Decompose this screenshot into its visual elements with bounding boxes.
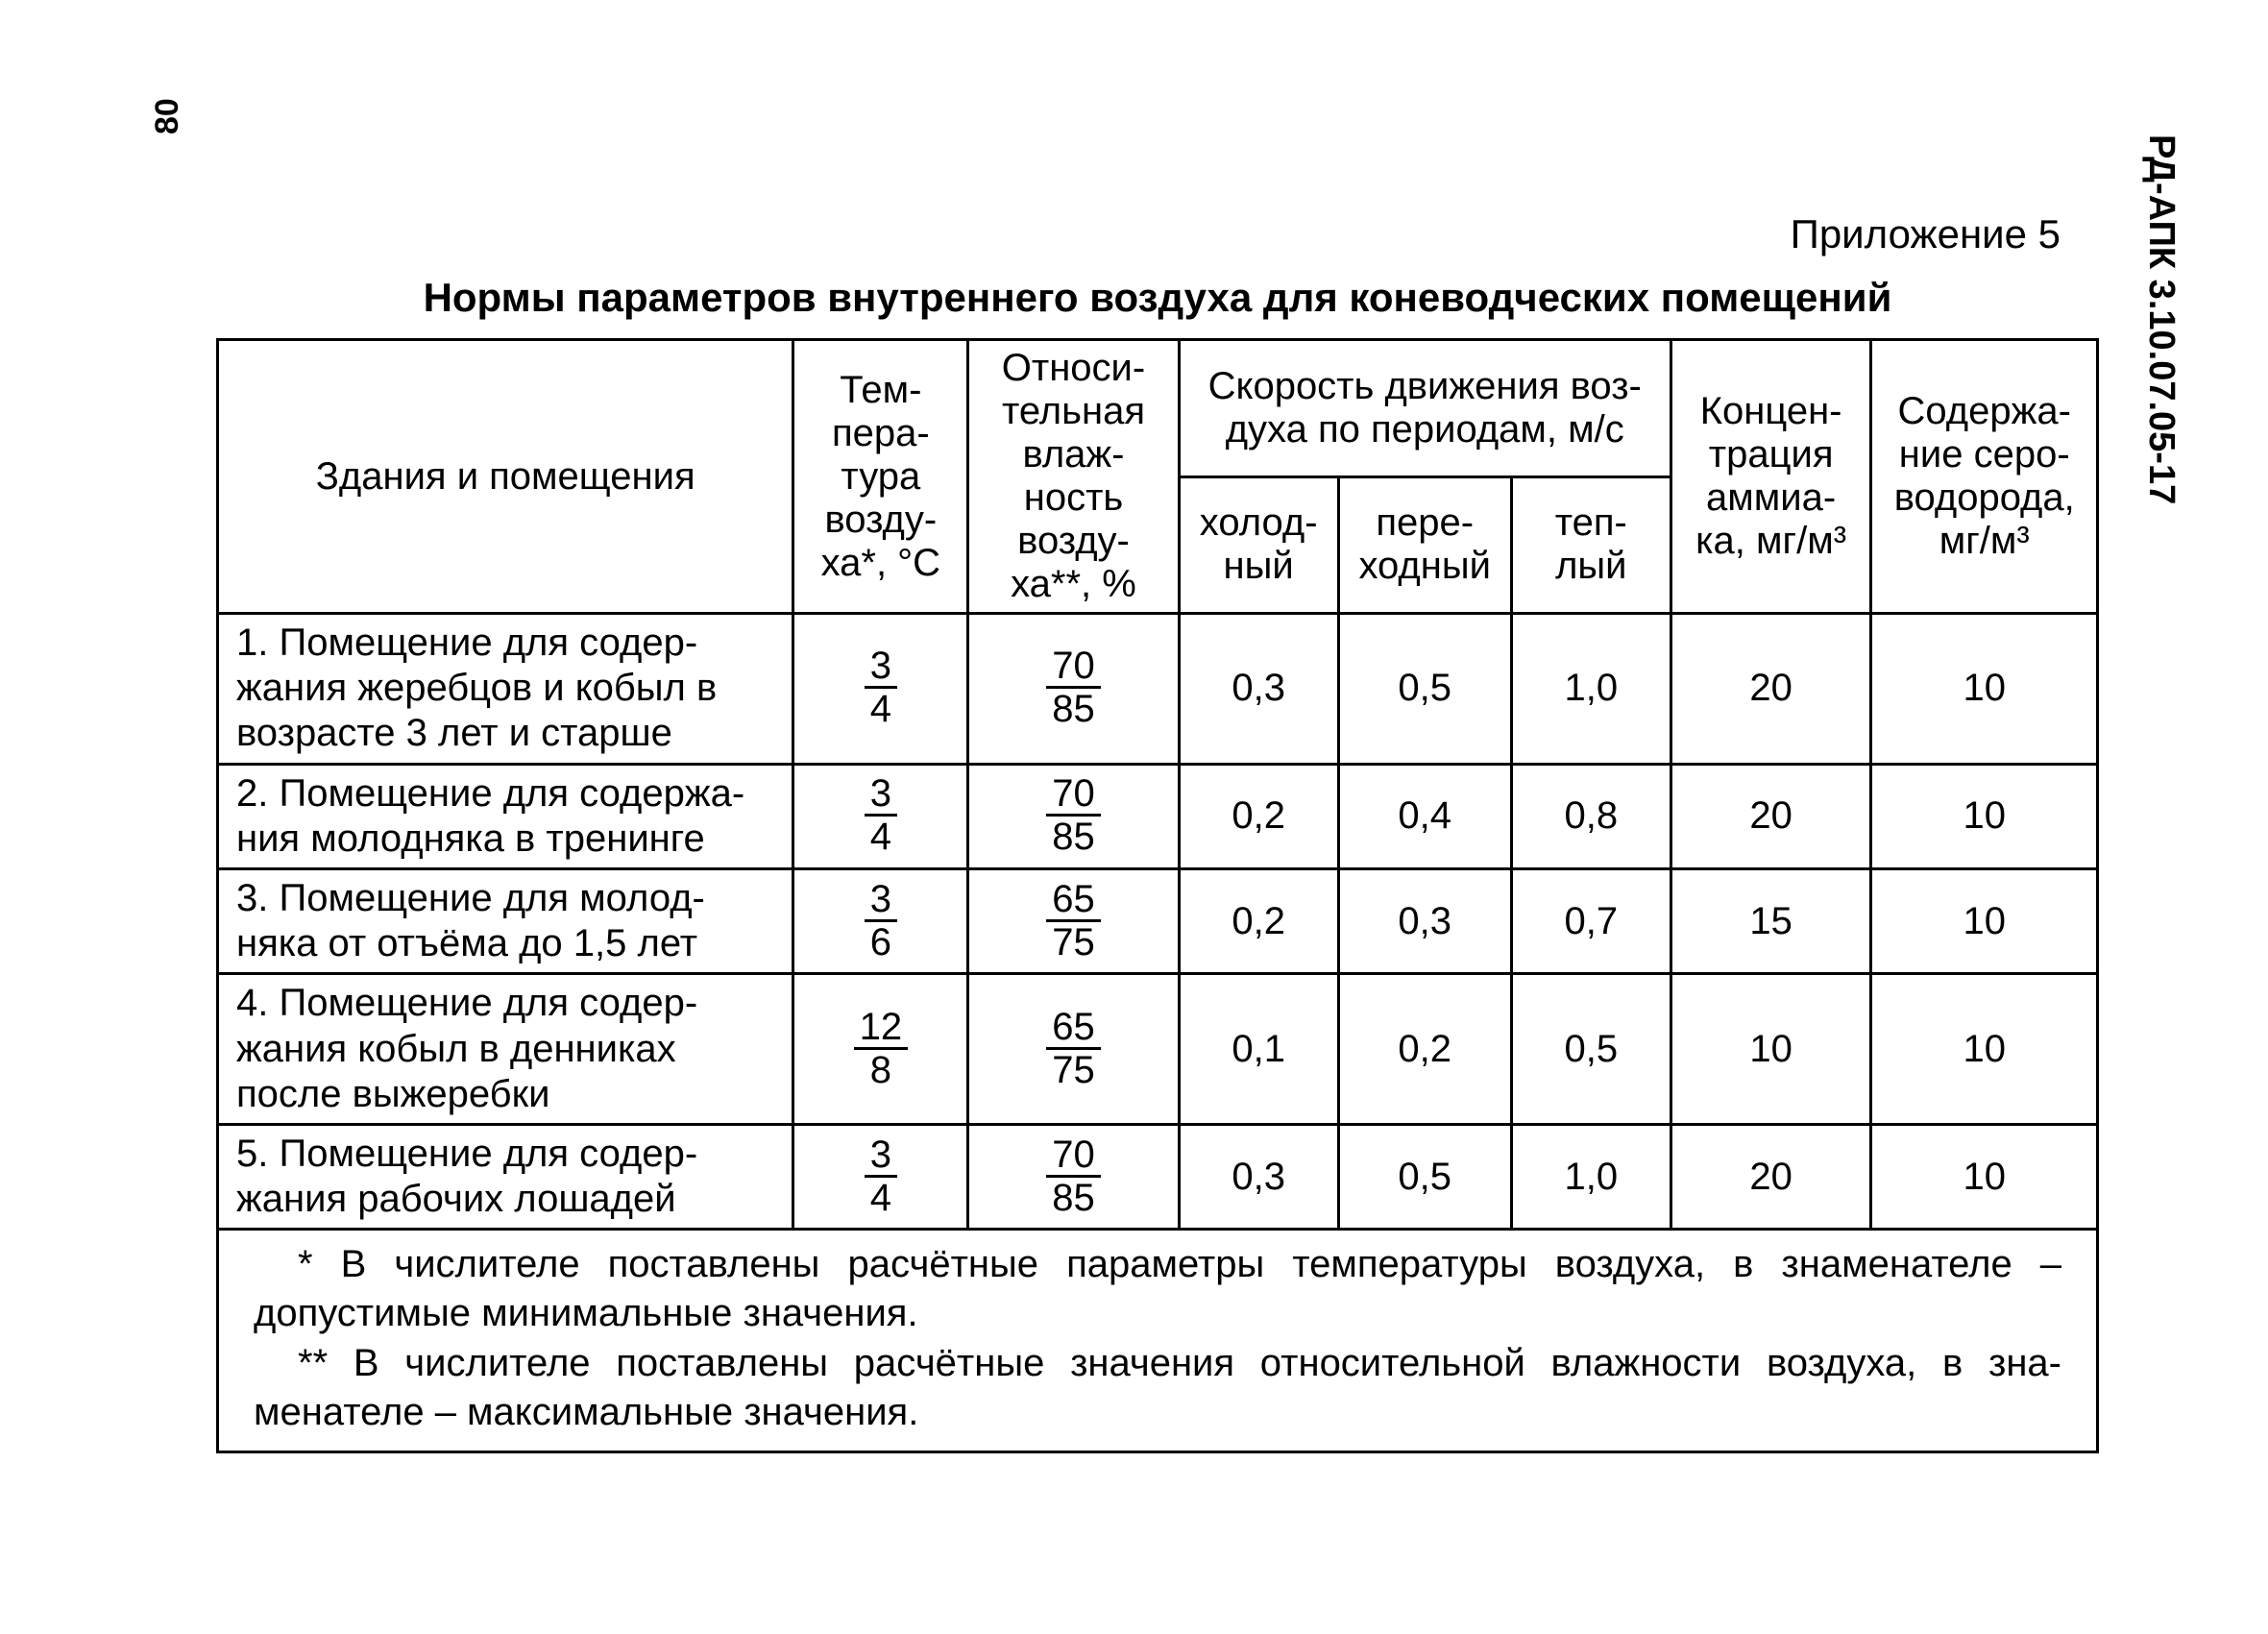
cell-humidity: 7085 bbox=[968, 764, 1179, 868]
cell-trans: 0,5 bbox=[1338, 1124, 1511, 1229]
note-1: * В числителе поставлены расчётные парам… bbox=[254, 1243, 2061, 1334]
cell-temp: 34 bbox=[793, 764, 968, 868]
cell-warm: 0,8 bbox=[1511, 764, 1671, 868]
cell-h2s: 10 bbox=[1871, 974, 2098, 1125]
cell-ammonia: 20 bbox=[1671, 614, 1871, 765]
table-row: 2. Помещение для содержа-ния молодняка в… bbox=[218, 764, 2098, 868]
table-row: 4. Помещение для содер-жания кобыл в ден… bbox=[218, 974, 2098, 1125]
notes-cell: * В числителе поставлены расчётные парам… bbox=[218, 1230, 2098, 1452]
row-label: 4. Помещение для содер-жания кобыл в ден… bbox=[218, 974, 793, 1125]
hdr-warm: теп-лый bbox=[1511, 476, 1671, 614]
row-label: 5. Помещение для содер-жания рабочих лош… bbox=[218, 1124, 793, 1229]
cell-warm: 1,0 bbox=[1511, 614, 1671, 765]
hdr-humidity: Относи-тельная влаж-ность возду-ха**, % bbox=[968, 340, 1179, 614]
table-body: 1. Помещение для содер-жания жеребцов и … bbox=[218, 614, 2098, 1230]
cell-temp: 128 bbox=[793, 974, 968, 1125]
cell-humidity: 7085 bbox=[968, 1124, 1179, 1229]
cell-humidity: 6575 bbox=[968, 868, 1179, 973]
hdr-ammonia: Концен-трация аммиа-ка, мг/м³ bbox=[1671, 340, 1871, 614]
cell-ammonia: 15 bbox=[1671, 868, 1871, 973]
row-label: 2. Помещение для содержа-ния молодняка в… bbox=[218, 764, 793, 868]
table-row: 1. Помещение для содер-жания жеребцов и … bbox=[218, 614, 2098, 765]
cell-ammonia: 10 bbox=[1671, 974, 1871, 1125]
hdr-speed-group: Скорость движения воз-духа по периодам, … bbox=[1179, 340, 1671, 477]
cell-cold: 0,3 bbox=[1179, 1124, 1338, 1229]
content-area: Приложение 5 Нормы параметров внутреннег… bbox=[216, 211, 2099, 1453]
cell-ammonia: 20 bbox=[1671, 1124, 1871, 1229]
cell-cold: 0,2 bbox=[1179, 764, 1338, 868]
cell-humidity: 7085 bbox=[968, 614, 1179, 765]
hdr-h2s: Содержа-ние серо-водорода, мг/м³ bbox=[1871, 340, 2098, 614]
table-row: 5. Помещение для содер-жания рабочих лош… bbox=[218, 1124, 2098, 1229]
cell-trans: 0,4 bbox=[1338, 764, 1511, 868]
row-label: 3. Помещение для молод-няка от отъёма до… bbox=[218, 868, 793, 973]
cell-temp: 34 bbox=[793, 1124, 968, 1229]
table-title: Нормы параметров внутреннего воздуха для… bbox=[216, 275, 2099, 321]
cell-cold: 0,3 bbox=[1179, 614, 1338, 765]
header-row-1: Здания и помещения Тем-пера-тура возду-х… bbox=[218, 340, 2098, 477]
cell-h2s: 10 bbox=[1871, 614, 2098, 765]
cell-temp: 34 bbox=[793, 614, 968, 765]
parameters-table: Здания и помещения Тем-пера-тура возду-х… bbox=[216, 338, 2099, 1453]
appendix-label: Приложение 5 bbox=[216, 211, 2099, 257]
cell-h2s: 10 bbox=[1871, 868, 2098, 973]
page-number: 80 bbox=[149, 98, 186, 134]
hdr-buildings: Здания и помещения bbox=[218, 340, 793, 614]
cell-cold: 0,2 bbox=[1179, 868, 1338, 973]
table-footer: * В числителе поставлены расчётные парам… bbox=[218, 1230, 2098, 1452]
cell-cold: 0,1 bbox=[1179, 974, 1338, 1125]
cell-warm: 0,5 bbox=[1511, 974, 1671, 1125]
notes-row: * В числителе поставлены расчётные парам… bbox=[218, 1230, 2098, 1452]
note-2: ** В числителе поставлены расчётные знач… bbox=[254, 1342, 2061, 1433]
document-code: РД-АПК 3.10.07.05-17 bbox=[2140, 134, 2182, 504]
hdr-cold: холод-ный bbox=[1179, 476, 1338, 614]
cell-humidity: 6575 bbox=[968, 974, 1179, 1125]
cell-warm: 0,7 bbox=[1511, 868, 1671, 973]
cell-temp: 36 bbox=[793, 868, 968, 973]
cell-h2s: 10 bbox=[1871, 764, 2098, 868]
cell-trans: 0,3 bbox=[1338, 868, 1511, 973]
table-header: Здания и помещения Тем-пера-тура возду-х… bbox=[218, 340, 2098, 614]
hdr-temp: Тем-пера-тура возду-ха*, °C bbox=[793, 340, 968, 614]
cell-ammonia: 20 bbox=[1671, 764, 1871, 868]
cell-trans: 0,5 bbox=[1338, 614, 1511, 765]
cell-warm: 1,0 bbox=[1511, 1124, 1671, 1229]
cell-trans: 0,2 bbox=[1338, 974, 1511, 1125]
hdr-trans: пере-ходный bbox=[1338, 476, 1511, 614]
row-label: 1. Помещение для содер-жания жеребцов и … bbox=[218, 614, 793, 765]
cell-h2s: 10 bbox=[1871, 1124, 2098, 1229]
table-row: 3. Помещение для молод-няка от отъёма до… bbox=[218, 868, 2098, 973]
